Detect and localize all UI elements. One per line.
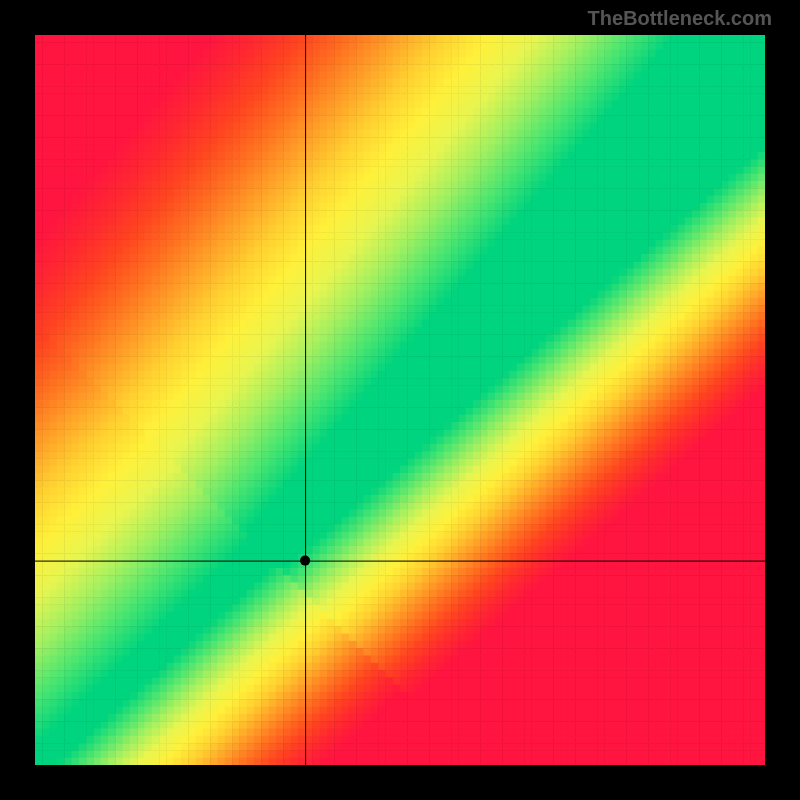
watermark-text: TheBottleneck.com [588, 8, 772, 31]
heatmap-canvas [35, 35, 765, 765]
bottleneck-heatmap [35, 35, 765, 765]
